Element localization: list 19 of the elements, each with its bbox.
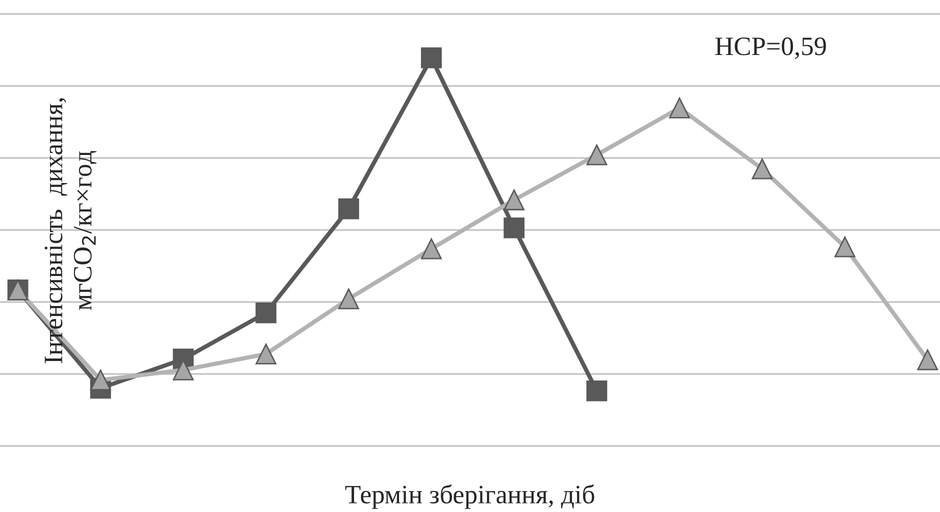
point	[586, 144, 608, 166]
point	[669, 97, 690, 118]
point	[917, 349, 938, 370]
point	[504, 217, 524, 238]
point	[338, 288, 360, 310]
point	[338, 198, 360, 220]
point	[586, 380, 608, 402]
point	[256, 344, 276, 364]
point	[256, 302, 276, 324]
point	[420, 47, 442, 68]
point	[172, 360, 194, 380]
point	[834, 236, 856, 258]
x-axis-title: Термін зберігання, діб	[345, 484, 594, 509]
point	[420, 238, 442, 260]
y-axis-title: Інтенсивність дихання, мгCO$_{2}$/кг×год	[44, 98, 96, 364]
point	[90, 370, 111, 390]
point	[752, 158, 773, 180]
annotation: НСР=0,59	[715, 37, 826, 60]
point	[504, 189, 524, 210]
